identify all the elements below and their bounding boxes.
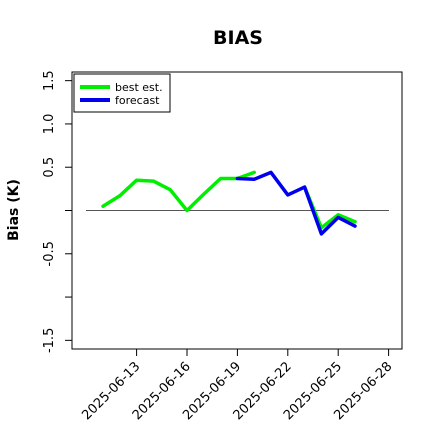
series-line — [101, 170, 256, 213]
legend-box — [73, 73, 171, 113]
series-layer — [101, 170, 357, 236]
legend-label-forecast: forecast — [115, 94, 160, 107]
y-ticks: -1.5 -0.5 0.5 1.0 1.5 — [42, 70, 72, 353]
legend-label-best-est: best est. — [115, 81, 163, 94]
y-tick-label: -0.5 — [42, 241, 57, 266]
legend: best est. forecast — [73, 73, 171, 113]
chart-title: BIAS — [213, 27, 263, 49]
x-ticks: 2025-06-132025-06-162025-06-192025-06-22… — [79, 349, 395, 423]
y-tick-label: 0.5 — [42, 157, 57, 178]
y-tick-label: 1.5 — [42, 70, 57, 91]
y-tick-label: 1.0 — [42, 114, 57, 135]
y-axis-label: Bias (K) — [6, 179, 22, 241]
series-line — [235, 170, 357, 236]
y-tick-label: -1.5 — [42, 328, 57, 353]
